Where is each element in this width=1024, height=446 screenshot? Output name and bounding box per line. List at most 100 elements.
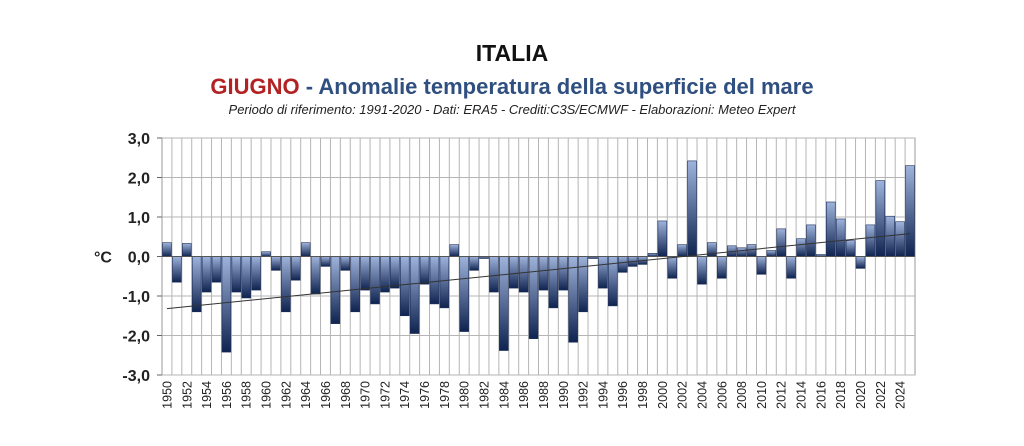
x-tick-label: 1960 [260,381,274,409]
bar [756,256,767,275]
x-tick-label: 1984 [497,381,511,409]
bar [489,256,499,293]
x-tick-label: 2008 [735,381,749,409]
x-tick-label: 2010 [755,381,769,409]
x-tick-label: 1966 [319,381,333,409]
bar [459,256,469,332]
x-tick-label: 1958 [240,381,254,409]
y-axis-label: °C [94,250,112,267]
bar [340,256,351,271]
bar [578,256,588,313]
x-tick-label: 2004 [695,381,709,409]
bar [162,242,172,257]
bar [746,244,757,257]
bar [271,256,281,271]
bar [568,256,578,343]
x-tick-label: 1988 [537,381,551,409]
bar [231,256,242,293]
bar [439,256,450,309]
bar [875,180,886,257]
x-tick-label: 1996 [616,381,630,409]
bar [796,238,806,257]
x-tick-label: 1952 [180,381,194,409]
bar [449,244,460,257]
x-tick-label: 1998 [636,381,650,409]
bar [826,201,836,257]
x-tick-label: 1968 [339,381,353,409]
chart-subtitle: GIUGNO - Anomalie temperatura della supe… [0,74,1024,100]
y-tick-label: 1,0 [128,210,150,227]
y-tick-label: -3,0 [122,368,150,385]
x-tick-label: 2012 [775,381,789,409]
bar [558,256,569,291]
bar [786,256,796,279]
x-tick-label: 2000 [656,381,670,409]
bar [538,256,549,291]
bar [548,256,559,309]
bar [855,256,866,269]
bar [499,256,509,351]
y-tick-label: 2,0 [128,171,150,188]
bar [617,256,628,273]
bar [281,256,291,313]
chart-title: ITALIA [475,40,549,66]
bar [211,256,222,283]
bar [241,256,251,299]
bar [300,242,311,257]
x-tick-label: 1990 [557,381,571,409]
bar [310,256,321,295]
bar [261,251,271,257]
y-tick-label: -2,0 [122,329,150,346]
x-tick-label: 2016 [814,381,828,409]
bar [172,256,182,283]
bar [657,220,668,257]
bar [835,218,846,257]
bar [707,242,717,257]
x-tick-label: 1978 [438,381,452,409]
bar [806,224,816,257]
bar [330,256,341,324]
x-tick-label: 2002 [676,381,690,409]
bar [508,256,519,289]
x-tick-label: 1976 [418,381,432,409]
month-label: GIUGNO [210,74,300,99]
bar [350,256,360,313]
x-tick-label: 1964 [299,381,313,409]
bar [419,256,430,285]
subtitle-text: - Anomalie temperatura della superficie … [299,74,814,99]
bar [736,247,747,257]
bar [667,256,678,279]
x-tick-label: 1980 [458,381,472,409]
bar [598,256,608,289]
x-tick-label: 1954 [200,381,214,409]
bar [469,256,479,271]
bar [399,256,410,317]
x-tick-label: 1982 [478,381,492,409]
bar [717,256,727,279]
x-tick-label: 1986 [517,381,531,409]
y-tick-label: -1,0 [122,289,150,306]
trend-line [166,233,911,310]
bar [320,256,331,267]
bar [528,256,539,339]
bar [687,160,697,257]
bar [409,256,420,334]
bar [677,244,687,257]
x-tick-label: 1972 [378,381,392,409]
x-tick-label: 1950 [160,381,174,409]
x-tick-label: 2024 [894,381,908,409]
x-tick-label: 2014 [795,381,809,409]
x-tick-label: 1994 [596,381,610,409]
x-tick-label: 1974 [398,381,412,409]
bar [429,256,440,305]
bar [370,256,380,305]
x-tick-label: 1962 [279,381,293,409]
bar [191,256,202,313]
bar [766,250,777,257]
bar [221,256,232,353]
bar [518,256,529,293]
chart-note: Periodo di riferimento: 1991-2020 - Dati… [228,102,796,117]
x-tick-label: 1970 [359,381,373,409]
bar [845,240,856,257]
